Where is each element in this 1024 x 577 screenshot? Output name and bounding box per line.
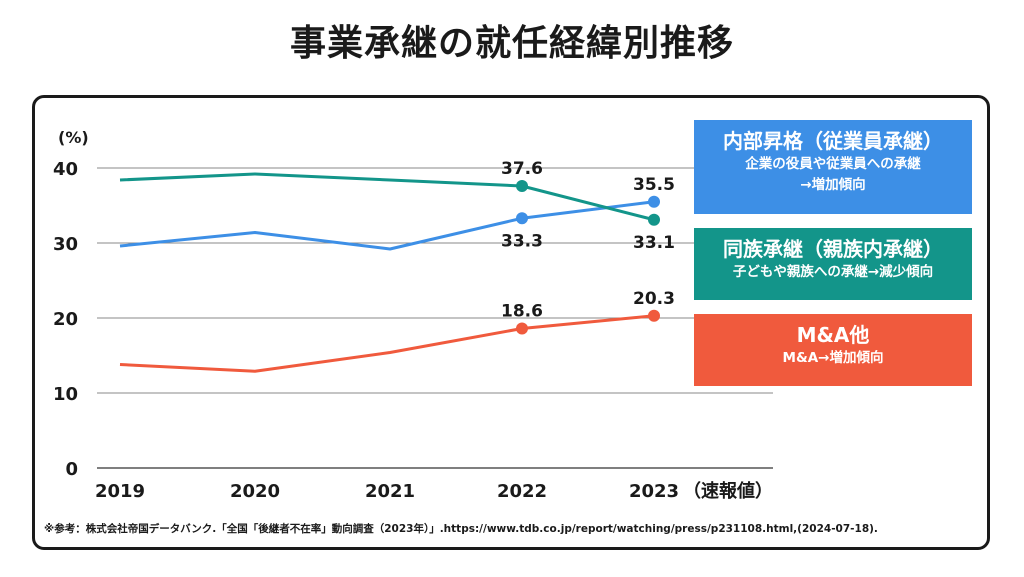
data-point xyxy=(648,195,660,208)
data-point xyxy=(516,322,528,335)
legend-desc: 子どもや親族への承継→減少傾向 xyxy=(732,264,934,280)
data-point xyxy=(648,213,660,226)
y-tick-label: 10 xyxy=(53,384,78,405)
legend-internal-promotion: 内部昇格（従業員承継） 企業の役員や従業員への承継 →増加傾向 xyxy=(694,120,972,214)
y-unit-label: (%) xyxy=(58,128,89,147)
legend-title: 同族承継（親族内承継） xyxy=(723,237,943,261)
legend-title: M&A他 xyxy=(796,323,870,347)
x-tick-label: 2023 xyxy=(629,481,679,502)
data-label: 35.5 xyxy=(633,175,675,195)
x-suffix-label: （速報値） xyxy=(683,480,773,502)
page-title: 事業承継の就任経緯別推移 xyxy=(289,23,734,64)
x-tick-label: 2022 xyxy=(497,481,547,502)
data-label: 37.6 xyxy=(501,159,543,179)
data-label: 33.3 xyxy=(501,231,543,251)
legend-desc: M&A→増加傾向 xyxy=(782,350,884,366)
source-footnote: ※参考：株式会社帝国データバンク.「全国「後継者不在率」動向調査（2023年）」… xyxy=(44,523,878,535)
chart-frame xyxy=(32,95,990,550)
data-label: 33.1 xyxy=(633,233,675,253)
legend-desc: 企業の役員や従業員への承継 xyxy=(745,156,921,172)
y-tick-label: 0 xyxy=(65,459,78,480)
series-line xyxy=(119,172,655,222)
data-point xyxy=(516,212,528,225)
y-tick-label: 30 xyxy=(53,234,78,255)
data-label: 20.3 xyxy=(633,289,675,309)
x-tick-label: 2020 xyxy=(230,481,280,502)
legend-title: 内部昇格（従業員承継） xyxy=(723,129,943,153)
y-tick-label: 20 xyxy=(53,309,78,330)
legend-family-succession: 同族承継（親族内承継） 子どもや親族への承継→減少傾向 xyxy=(694,228,972,300)
x-tick-label: 2021 xyxy=(365,481,415,502)
data-point xyxy=(516,180,528,192)
legend-desc: →増加傾向 xyxy=(800,177,866,193)
series-line xyxy=(119,200,655,251)
x-tick-label: 2019 xyxy=(95,481,145,502)
legend-ma: M&A他 M&A→増加傾向 xyxy=(694,314,972,386)
data-point xyxy=(648,309,660,322)
data-label: 18.6 xyxy=(501,302,543,322)
series-line xyxy=(119,314,655,373)
y-tick-label: 40 xyxy=(53,159,78,180)
